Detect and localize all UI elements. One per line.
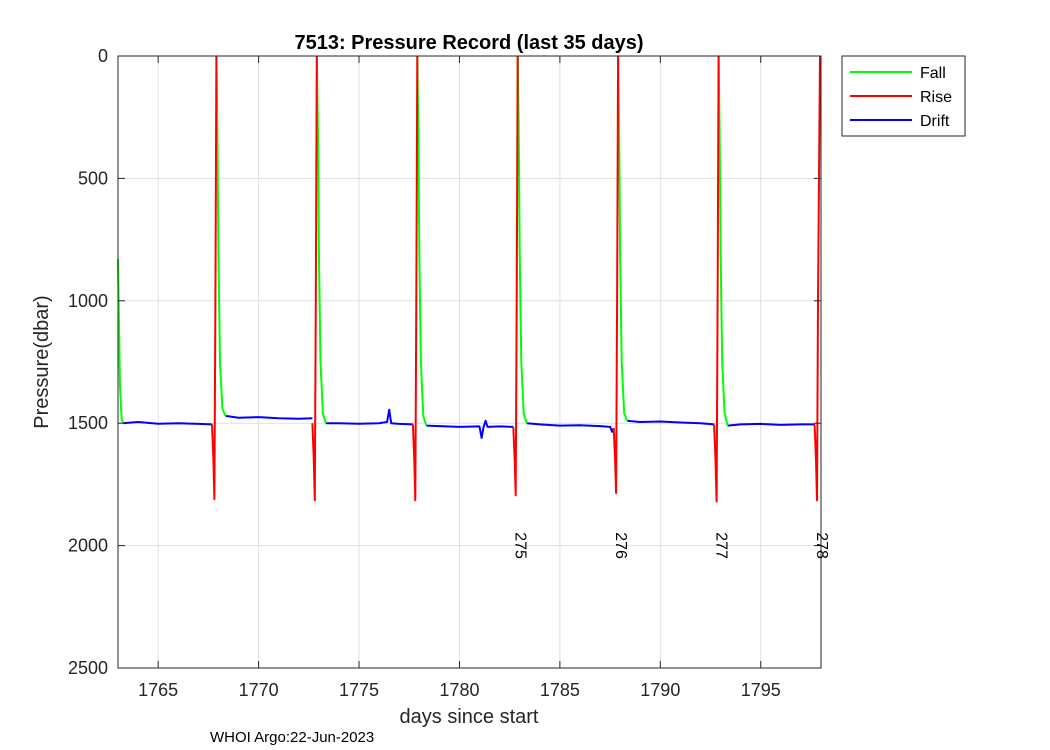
series-layer xyxy=(117,55,821,503)
cycle-label: 278 xyxy=(813,532,830,559)
chart-title: 7513: Pressure Record (last 35 days) xyxy=(294,32,643,54)
y-tick-label: 0 xyxy=(98,46,108,66)
y-tick-label: 1000 xyxy=(68,291,108,311)
x-tick-label: 1790 xyxy=(640,680,680,700)
cycle-label: 276 xyxy=(612,532,629,559)
series-drift-segment xyxy=(727,422,815,427)
x-tick-label: 1775 xyxy=(339,680,379,700)
series-rise-segment xyxy=(713,55,720,503)
series-fall-segment xyxy=(117,259,124,424)
legend-label-fall: Fall xyxy=(920,65,946,82)
series-rise-segment xyxy=(612,55,620,494)
series-rise-segment xyxy=(411,55,419,502)
x-tick-label: 1785 xyxy=(540,680,580,700)
cycle-label: 275 xyxy=(512,532,529,559)
series-drift-segment xyxy=(526,422,615,433)
x-axis-label: days since start xyxy=(400,706,539,728)
y-axis-label: Pressure(dbar) xyxy=(31,295,53,428)
series-fall-segment xyxy=(617,55,629,422)
cycle-label: 277 xyxy=(713,532,730,559)
series-rise-segment xyxy=(211,55,218,501)
cycle-labels: 270275276277278 xyxy=(512,532,830,559)
series-rise-segment xyxy=(311,55,318,502)
y-tick-label: 500 xyxy=(78,168,108,188)
plot-frame xyxy=(117,55,822,669)
series-drift-segment xyxy=(225,414,313,420)
series-fall-segment xyxy=(416,55,428,426)
y-ticks: 0 500 1000 1500 2000 2500 xyxy=(68,46,821,678)
series-rise-segment xyxy=(512,55,519,497)
x-tick-label: 1780 xyxy=(439,680,479,700)
series-rise-segment xyxy=(813,55,821,502)
legend-label-rise: Rise xyxy=(920,89,952,106)
series-drift-segment xyxy=(627,419,715,426)
x-tick-label: 1765 xyxy=(138,680,178,700)
y-tick-label: 2000 xyxy=(68,536,108,556)
x-ticks: 1765 1770 1775 1780 1785 1790 1795 xyxy=(138,56,781,700)
series-drift-segment xyxy=(325,408,413,426)
x-tick-label: 1795 xyxy=(741,680,781,700)
series-drift-segment xyxy=(122,421,213,426)
legend: Fall Rise Drift xyxy=(841,55,966,137)
series-drift-segment xyxy=(426,419,514,439)
x-tick-label: 1770 xyxy=(239,680,279,700)
series-fall-segment xyxy=(717,55,729,426)
series-fall-segment xyxy=(215,55,227,417)
y-tick-label: 1500 xyxy=(68,413,108,433)
plot-area xyxy=(118,56,821,668)
series-fall-segment xyxy=(315,55,327,424)
y-tick-label: 2500 xyxy=(68,658,108,678)
series-fall-segment xyxy=(516,55,528,424)
footer-stamp: WHOI Argo:22-Jun-2023 xyxy=(210,729,374,746)
legend-label-drift: Drift xyxy=(920,113,950,130)
